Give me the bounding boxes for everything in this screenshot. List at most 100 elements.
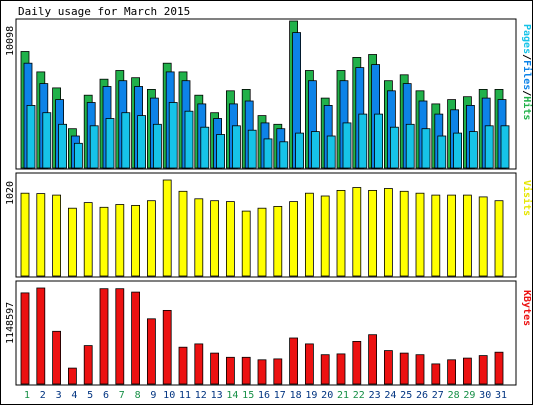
x-tick-day-14: 14: [226, 390, 238, 401]
pages-bar-day-3: [58, 123, 67, 169]
kbytes-bar-day-7: [115, 288, 125, 385]
x-tick-day-26: 26: [416, 390, 428, 401]
kbytes-bar-day-6: [99, 288, 109, 385]
x-tick-day-4: 4: [71, 390, 77, 401]
pages-bar-day-27: [437, 135, 447, 169]
x-tick-day-29: 29: [463, 390, 475, 401]
pages-bar-day-17: [279, 141, 289, 169]
kbytes-bar-day-29: [462, 357, 472, 385]
pages-bar-day-16: [263, 138, 273, 169]
kbytes-bar-day-4: [68, 367, 77, 385]
x-tick-day-15: 15: [242, 390, 254, 401]
pages-bar-day-20: [326, 135, 336, 169]
pages-side-label: Pages: [521, 24, 532, 54]
kbytes-bar-day-21: [336, 353, 346, 385]
visits-bar-day-16: [257, 207, 267, 277]
x-tick-day-5: 5: [87, 390, 93, 401]
kbytes-side-label: KBytes: [521, 290, 532, 326]
x-tick-day-11: 11: [179, 390, 191, 401]
visits-bar-day-6: [99, 206, 109, 277]
pages-bar-day-14: [231, 125, 241, 169]
pages-bar-day-6: [105, 118, 115, 169]
x-tick-day-10: 10: [163, 390, 175, 401]
x-tick-day-12: 12: [195, 390, 207, 401]
pages-bar-day-1: [26, 105, 36, 169]
pages-bar-day-21: [342, 122, 352, 169]
pages-bar-day-29: [468, 131, 478, 169]
hits-panel: 10098 Pages/Files/Hits: [5, 18, 533, 170]
kbytes-bar-day-18: [289, 337, 299, 385]
visits-bar-day-30: [478, 196, 488, 277]
pages-bar-day-26: [421, 128, 431, 169]
x-tick-day-7: 7: [119, 390, 125, 401]
hits-side-label: Pages/Files/Hits: [521, 24, 533, 120]
kbytes-bar-day-28: [447, 359, 457, 385]
pages-bar-day-2: [42, 112, 52, 169]
pages-bar-day-5: [89, 125, 99, 169]
pages-bar-day-15: [247, 129, 257, 169]
kbytes-bar-day-23: [368, 334, 378, 385]
visits-bar-day-5: [83, 202, 93, 277]
kbytes-bar-day-27: [431, 363, 441, 385]
visits-bar-day-26: [415, 192, 425, 277]
visits-bar-day-29: [462, 194, 472, 277]
kbytes-bar-day-12: [194, 343, 204, 385]
pages-bar-day-23: [374, 113, 384, 169]
hits-y-max-label: 10098: [5, 26, 16, 56]
pages-bar-day-28: [453, 132, 463, 169]
hits-side-label-text: Hits: [521, 96, 533, 120]
visits-bar-day-23: [368, 189, 378, 277]
kbytes-panel: 1148597 KBytes: [5, 280, 532, 386]
kbytes-bar-day-8: [131, 291, 141, 385]
x-tick-labels: 1 2 3 4 5 6 7 8 9 10 11 12 13 14 15 16 17 18 19 20 21 22 23 24 2…: [24, 390, 507, 401]
pages-bar-day-11: [184, 110, 194, 169]
x-tick-day-23: 23: [369, 390, 381, 401]
pages-bar-day-19: [310, 131, 320, 169]
visits-y-max-label: 1020: [5, 181, 16, 205]
visits-bar-day-28: [447, 194, 457, 277]
x-tick-day-24: 24: [384, 390, 396, 401]
kbytes-bar-day-26: [415, 354, 425, 385]
x-tick-day-18: 18: [290, 390, 302, 401]
kbytes-bar-day-16: [257, 359, 267, 385]
visits-bar-day-14: [225, 201, 235, 277]
visits-panel: 1020 Visits: [5, 172, 533, 278]
x-tick-day-1: 1: [24, 390, 30, 401]
visits-bars: [20, 179, 504, 277]
kbytes-bar-day-31: [494, 351, 504, 385]
x-tick-day-3: 3: [56, 390, 62, 401]
kbytes-bar-day-22: [352, 340, 362, 385]
visits-bar-day-19: [304, 192, 314, 277]
kbytes-bar-day-15: [241, 356, 251, 385]
kbytes-bars: [20, 287, 504, 385]
pages-bar-day-30: [484, 125, 494, 169]
x-tick-day-31: 31: [495, 390, 507, 401]
visits-bar-day-12: [194, 198, 204, 277]
visits-bar-day-17: [273, 205, 283, 277]
visits-bar-day-1: [20, 192, 30, 277]
visits-side-label: Visits: [521, 180, 533, 216]
visits-bar-day-7: [115, 204, 125, 277]
x-tick-day-20: 20: [321, 390, 333, 401]
pages-bar-day-24: [389, 126, 399, 169]
kbytes-bar-day-19: [304, 343, 314, 385]
x-tick-day-22: 22: [353, 390, 365, 401]
hits-bars: [20, 20, 510, 169]
kbytes-y-max-label: 1148597: [5, 302, 16, 344]
visits-bar-day-21: [336, 189, 346, 277]
chart-title: Daily usage for March 2015: [18, 5, 190, 18]
visits-bar-day-8: [131, 204, 141, 277]
x-tick-day-30: 30: [479, 390, 491, 401]
pages-bar-day-22: [358, 113, 368, 169]
x-tick-day-25: 25: [400, 390, 412, 401]
kbytes-bar-day-20: [320, 354, 330, 385]
visits-bar-day-20: [320, 195, 330, 277]
kbytes-bar-day-1: [20, 292, 30, 385]
x-tick-day-16: 16: [258, 390, 270, 401]
x-tick-day-21: 21: [337, 390, 349, 401]
visits-bar-day-24: [383, 188, 393, 277]
visits-bar-day-10: [162, 179, 172, 277]
x-tick-day-19: 19: [305, 390, 317, 401]
